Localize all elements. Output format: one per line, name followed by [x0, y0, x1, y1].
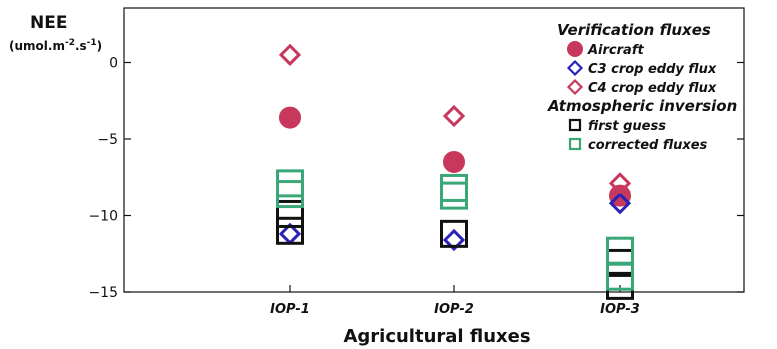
legend-corrected-fluxes-marker — [570, 139, 580, 149]
x-tick-label: IOP-1 — [270, 302, 310, 317]
y-tick-label: −15 — [88, 285, 118, 301]
y-tick-label: −5 — [97, 132, 118, 148]
y-unit-mid: .s — [75, 39, 87, 53]
c4-crop-eddy-flux-iop-2-marker — [445, 107, 463, 125]
first-guess-iop-2-marker — [442, 221, 467, 246]
y-axis-unit: (umol.m-2.s-1) — [9, 38, 102, 53]
first-guess-iop-1-marker — [278, 218, 303, 243]
y-tick-label: −10 — [88, 209, 118, 225]
legend-label: Aircraft — [587, 43, 644, 58]
y-unit-exp2: -1 — [87, 38, 97, 48]
y-unit-prefix: (umol.m — [9, 39, 65, 53]
c4-crop-eddy-flux-iop-1-marker — [281, 46, 299, 64]
legend-label: C4 crop eddy flux — [588, 81, 717, 96]
legend-c3-crop-eddy-flux-marker — [569, 62, 582, 75]
x-axis-title: Agricultural fluxes — [343, 326, 530, 347]
legend-label: first guess — [588, 119, 666, 134]
corrected-fluxes-iop-2-marker — [442, 183, 467, 208]
aircraft-iop-1-marker — [280, 107, 301, 128]
aircraft-iop-2-marker — [444, 151, 465, 172]
x-categories: IOP-1 IOP-2 IOP-3 — [270, 285, 640, 317]
legend-first-guess-marker — [570, 120, 580, 130]
legend-c4-crop-eddy-flux-marker — [569, 81, 582, 94]
y-axis-title: NEE — [30, 13, 67, 33]
legend: Verification fluxes Aircraft C3 crop eddy … — [547, 21, 737, 153]
legend-label: C3 crop eddy flux — [588, 62, 717, 77]
legend-aircraft-marker — [568, 42, 583, 57]
legend-label: corrected fluxes — [588, 138, 708, 153]
corrected-fluxes-iop-2-marker — [442, 175, 467, 200]
y-unit-exp1: -2 — [65, 38, 75, 48]
x-tick-label: IOP-3 — [600, 302, 640, 317]
y-tick-label: 0 — [109, 56, 118, 72]
corrected-fluxes-iop-1-marker — [278, 171, 303, 196]
y-unit-suffix: ) — [97, 39, 102, 53]
x-tick-label: IOP-2 — [434, 302, 474, 317]
legend-heading: Verification fluxes — [557, 21, 711, 39]
legend-heading: Atmospheric inversion — [547, 97, 737, 115]
